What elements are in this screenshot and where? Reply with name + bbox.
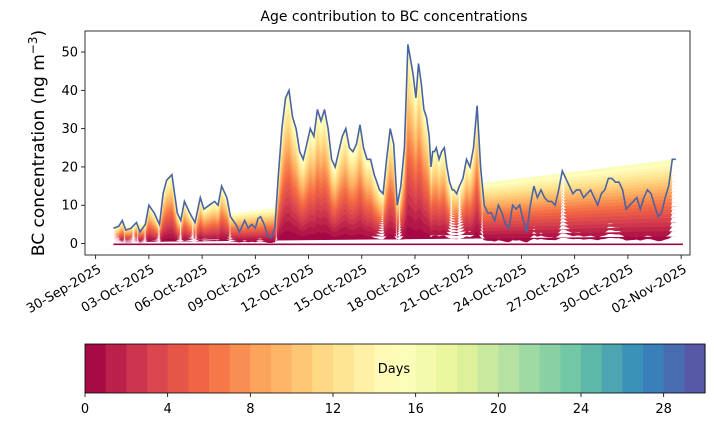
colorbar-cell (519, 344, 541, 393)
y-tick-label: 0 (70, 237, 78, 252)
age-bin-area (113, 203, 676, 243)
colorbar-cell (147, 344, 169, 393)
colorbar-cell (312, 344, 334, 393)
chart-title: Age contribution to BC concentrations (260, 9, 527, 25)
colorbar-cell (643, 344, 665, 393)
colorbar-cell (291, 344, 313, 393)
age-bin-area (113, 214, 676, 243)
colorbar-tick-label: 28 (655, 402, 672, 417)
y-tick-label: 50 (61, 46, 78, 61)
y-tick-label: 10 (61, 199, 78, 214)
colorbar-frame (84, 343, 706, 394)
colorbar-cell (374, 344, 396, 393)
age-contribution-areas (113, 44, 683, 246)
colorbar-cell (209, 344, 231, 393)
colorbar-cell (188, 344, 210, 393)
colorbar-cell (477, 344, 499, 393)
colorbar-cell (436, 344, 458, 393)
y-tick-label: 20 (61, 160, 78, 175)
colorbar-cell (85, 344, 107, 393)
colorbar-cell (333, 344, 355, 393)
colorbar-tick-label: 16 (407, 402, 424, 417)
colorbar-ticks: 0 4 8 12 16 20 24 28 (81, 393, 672, 417)
colorbar-cell (271, 344, 293, 393)
baseline-band (113, 243, 683, 246)
colorbar-cell (601, 344, 623, 393)
total-bc-line (113, 44, 676, 239)
colorbar-cell (229, 344, 251, 393)
colorbar-cell (457, 344, 479, 393)
x-axis-ticks: 30-Sep-202503-Oct-202506-Oct-202509-Oct-… (24, 255, 690, 317)
colorbar-tick-label: 20 (490, 402, 507, 417)
age-bin-area (113, 226, 676, 243)
y-tick-label: 30 (61, 122, 78, 137)
colorbar-cell (581, 344, 603, 393)
colorbar-label: Days (378, 362, 411, 377)
colorbar-cell (250, 344, 272, 393)
colorbar-tick-label: 4 (164, 402, 172, 417)
colorbar-cell (684, 344, 706, 393)
y-axis-ticks: 0 10 20 30 40 50 (61, 46, 85, 252)
colorbar-tick-label: 8 (246, 402, 254, 417)
y-axis-label: BC concentration (ng m−3) (26, 30, 49, 256)
colorbar-cell (498, 344, 520, 393)
colorbar-cell (126, 344, 148, 393)
colorbar-tick-label: 0 (81, 402, 89, 417)
colorbar-tick-label: 12 (325, 402, 342, 417)
colorbar-cell (415, 344, 437, 393)
plot-frame (84, 30, 691, 256)
colorbar-cell (395, 344, 417, 393)
colorbar-cell (539, 344, 561, 393)
colorbar-cell (560, 344, 582, 393)
colorbar-cell (167, 344, 189, 393)
age-bin-area (113, 192, 676, 242)
colorbar-cell (622, 344, 644, 393)
colorbar-tick-label: 24 (573, 402, 590, 417)
y-tick-label: 40 (61, 84, 78, 99)
colorbar-cell (663, 344, 685, 393)
colorbar-cell (353, 344, 375, 393)
colorbar (85, 344, 706, 393)
colorbar-cell (105, 344, 127, 393)
